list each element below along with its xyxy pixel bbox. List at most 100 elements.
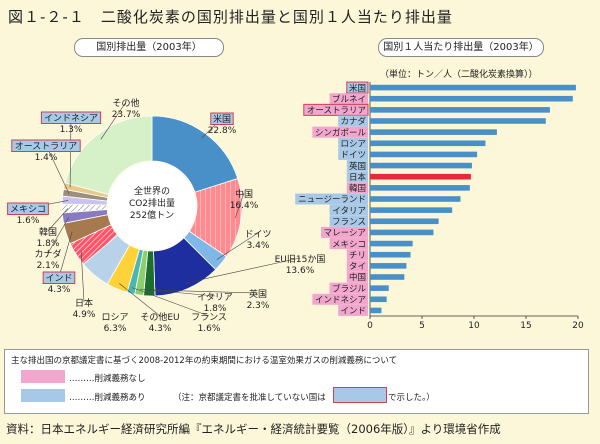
bar-category-bg-7 (346, 160, 368, 172)
bar-category-bg-14 (329, 238, 368, 250)
pie-label-name-2: ドイツ (244, 230, 271, 240)
bar-chart: 0 5 10 15 20 米国ブルネイオーストラリアカナダシンガポールロシアドイツ英国日… (295, 81, 584, 331)
bar-14 (370, 240, 413, 247)
pie-leader-3 (185, 257, 301, 284)
legend-label-obligation: ………削減義務あり (69, 393, 146, 403)
source-note: 資料：日本エネルギー経済研究所編『エネルギー・経済統計要覧（2006年版）』より… (6, 422, 501, 436)
bar-17 (370, 274, 405, 280)
bar-x-tick-label-3: 15 (520, 321, 531, 331)
bar-3 (370, 118, 546, 124)
pie-center-circle (108, 162, 196, 250)
bar-0 (370, 84, 576, 91)
bar-category-bg-10 (295, 193, 368, 205)
bar-x-tick-label-2: 10 (468, 321, 480, 331)
bar-category-label-3: カナダ (340, 116, 366, 127)
bar-15 (370, 251, 411, 258)
bar-x-tick-label-1: 5 (419, 321, 425, 331)
bar-7 (370, 162, 472, 169)
bar-x-tick-label-4: 20 (572, 321, 584, 331)
pie-chart-title: 国別排出量（2003年） (74, 38, 224, 57)
legend-swatch-obligation (21, 389, 65, 402)
bar-category-label-12: フランス (332, 217, 366, 227)
legend-note-suffix: で示した。） (388, 393, 435, 403)
pie-label-value-16: 23.7% (112, 110, 141, 120)
bar-category-bg-8 (346, 171, 368, 183)
bar-category-bg-20 (338, 304, 368, 316)
bar-5 (370, 140, 486, 147)
pie-leader-14 (45, 144, 70, 194)
pie-label-name-6: フランス (191, 312, 227, 323)
bar-13 (370, 229, 434, 236)
unit-note: （単位：トン／人（二酸化炭素換算）） (380, 70, 538, 80)
pie-label-name-16: その他 (112, 97, 139, 109)
bar-category-bg-13 (321, 226, 368, 238)
bar-category-bg-5 (338, 137, 368, 149)
bar-category-label-0: 米国 (349, 83, 366, 94)
pie-label-name-5: イタリア (197, 292, 233, 303)
pie-label-name-14: オーストラリア (15, 141, 78, 152)
bar-9 (370, 185, 470, 191)
bar-category-bg-18 (329, 282, 368, 294)
pie-label-name-7: その他EU (140, 311, 179, 323)
bar-6 (370, 151, 478, 158)
bar-category-bg-1 (329, 93, 368, 105)
pie-leader-11 (47, 217, 70, 254)
pie-label-value-12: 1.8% (37, 239, 60, 249)
pie-label-name-11: カナダ (34, 248, 61, 260)
pie-label-highlight-15 (40, 111, 102, 124)
bar-category-label-19: インドネシア (315, 295, 366, 305)
bar-category-bg-11 (329, 204, 368, 216)
legend-note-text: （注：京都議定書を批准していない国は (173, 393, 326, 403)
pie-center-label-1: CO2排出量 (129, 197, 175, 209)
pie-label-name-12: 韓国 (39, 227, 57, 238)
bar-19 (370, 296, 387, 303)
pie-label-name-0: 米国 (213, 113, 231, 125)
pie-leader-7 (119, 283, 161, 317)
pie-leader-16 (100, 101, 127, 140)
bar-category-label-14: メキシコ (332, 240, 366, 250)
bar-category-bg-15 (346, 249, 368, 261)
pie-slice-16 (64, 115, 153, 195)
pie-leader-12 (47, 208, 69, 232)
bar-2 (370, 107, 550, 113)
pie-leader-1 (234, 192, 245, 219)
bar-category-bg-6 (338, 148, 368, 160)
pie-label-value-0: 22.8% (208, 126, 237, 136)
bar-category-label-8: 日本 (349, 172, 367, 183)
bar-category-label-1: ブルネイ (332, 94, 366, 105)
page-title: 図１-２-１ 二酸化炭素の国別排出量と国別１人当たり排出量 (8, 8, 453, 26)
pie-label-highlight-13 (7, 202, 49, 215)
bar-category-bg-2 (303, 103, 369, 116)
bar-category-bg-9 (346, 182, 368, 194)
bar-20 (370, 307, 382, 314)
bar-16 (370, 263, 407, 269)
pie-leader-10 (58, 231, 73, 278)
pie-label-value-13: 1.6% (17, 216, 40, 226)
pie-center-label-0: 全世界の (134, 185, 170, 197)
pie-label-value-5: 1.8% (204, 304, 227, 314)
pie-label-value-8: 6.3% (104, 324, 127, 334)
pie-label-value-9: 4.9% (73, 310, 96, 320)
pie-leader-4 (149, 289, 259, 294)
bar-18 (370, 285, 389, 291)
pie-label-name-9: 日本 (75, 297, 93, 309)
pie-label-name-15: インドネシア (44, 113, 98, 124)
pie-label-name-8: ロシア (101, 313, 128, 323)
bar-category-label-5: ロシア (340, 139, 366, 149)
bar-category-label-9: 韓国 (349, 183, 366, 194)
pie-label-value-2: 3.4% (247, 241, 270, 251)
pie-label-value-6: 1.6% (198, 324, 221, 334)
pie-center-label-2: 252億トン (130, 209, 174, 221)
bar-category-bg-19 (312, 293, 368, 305)
legend-heading: 主な排出国の京都議定書に基づく2008-2012年の約束期間における温室効果ガス… (11, 356, 398, 366)
bar-category-label-10: ニュージーランド (298, 195, 366, 205)
bar-12 (370, 218, 439, 225)
bar-category-label-13: マレーシア (324, 229, 366, 239)
pie-leader-6 (132, 287, 210, 317)
bar-category-bg-12 (329, 215, 368, 227)
pie-label-value-15: 1.3% (60, 125, 83, 135)
bar-category-bg-0 (346, 81, 369, 94)
bar-category-label-4: シンガポール (315, 127, 367, 138)
bar-10 (370, 196, 461, 202)
